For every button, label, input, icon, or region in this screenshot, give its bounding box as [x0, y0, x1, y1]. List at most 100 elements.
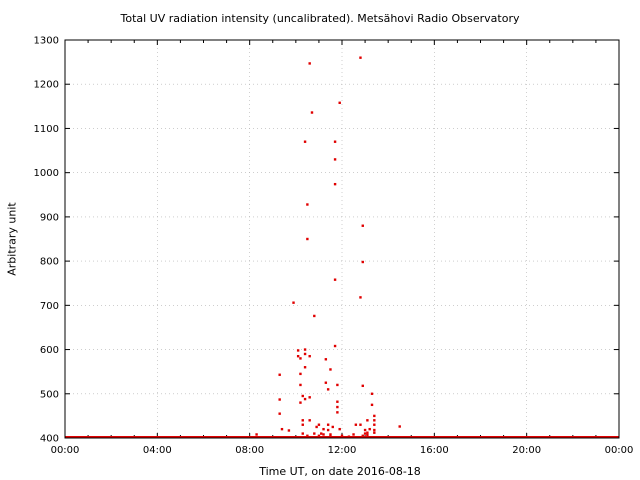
x-tick-label: 16:00 — [420, 445, 449, 456]
data-point — [398, 425, 401, 428]
data-point — [326, 428, 330, 432]
data-point — [292, 301, 295, 304]
data-point — [280, 427, 284, 431]
data-point — [373, 423, 376, 426]
data-point — [333, 344, 337, 348]
data-point — [329, 435, 332, 438]
data-point — [301, 419, 304, 422]
data-point — [331, 425, 334, 429]
data-point — [373, 419, 376, 422]
y-tick-label: 1000 — [34, 168, 59, 179]
x-tick-label: 20:00 — [512, 445, 541, 456]
data-point — [255, 433, 258, 436]
data-point — [373, 431, 376, 434]
plot-frame — [64, 39, 620, 439]
y-tick-label: 800 — [40, 257, 59, 268]
data-point — [315, 425, 318, 429]
data-point — [306, 237, 309, 241]
data-point — [373, 414, 376, 418]
data-point — [301, 423, 304, 426]
data-point — [361, 260, 364, 264]
data-point — [313, 432, 316, 435]
y-tick-label: 500 — [40, 389, 59, 400]
x-axis-label: Time UT, on date 2016-08-18 — [259, 465, 421, 478]
data-point — [296, 349, 300, 352]
data-point — [322, 433, 325, 436]
x-tick-label: 04:00 — [143, 445, 172, 456]
data-point — [308, 62, 311, 65]
data-point — [326, 388, 330, 391]
data-point — [301, 432, 304, 435]
data-point — [333, 140, 337, 143]
y-tick-label: 1300 — [34, 36, 59, 47]
x-tick-label: 00:00 — [51, 445, 80, 456]
data-point — [359, 56, 362, 59]
data-point — [303, 397, 307, 401]
data-point — [306, 203, 309, 206]
y-tick-label: 1100 — [34, 124, 59, 135]
data-point — [303, 366, 307, 369]
data-point — [310, 111, 314, 114]
y-tick-label: 400 — [40, 434, 59, 445]
data-point — [359, 296, 362, 299]
data-point — [361, 434, 364, 437]
chart-title: Total UV radiation intensity (uncalibrat… — [120, 12, 520, 25]
data-point — [308, 419, 311, 422]
data-point — [324, 358, 328, 361]
data-point — [320, 432, 323, 435]
data-point — [370, 403, 374, 407]
data-point — [333, 158, 337, 161]
data-point — [336, 400, 339, 403]
data-point — [333, 278, 337, 281]
data-point — [352, 433, 355, 436]
data-point — [278, 412, 281, 415]
data-point — [299, 357, 302, 360]
data-point — [336, 405, 339, 409]
data-point — [361, 384, 364, 388]
data-point — [340, 434, 344, 437]
data-point — [373, 428, 376, 432]
data-point — [333, 182, 337, 186]
data-point — [322, 427, 325, 431]
x-tick-label: 08:00 — [235, 445, 264, 456]
data-point — [303, 352, 307, 356]
data-point — [301, 394, 304, 398]
data-point — [347, 435, 351, 438]
data-point — [317, 423, 321, 426]
data-point — [278, 398, 281, 401]
data-point — [336, 411, 339, 414]
data-point — [278, 373, 281, 376]
data-point — [306, 434, 309, 437]
x-tick-label: 00:00 — [605, 445, 634, 456]
data-point — [299, 383, 302, 387]
data-point — [313, 314, 316, 318]
data-point — [338, 101, 341, 104]
data-point — [303, 348, 307, 351]
data-point — [308, 396, 311, 399]
data-point — [303, 140, 307, 143]
x-tick-label: 12:00 — [328, 445, 357, 456]
data-point — [299, 401, 302, 404]
data-point — [366, 431, 369, 434]
data-point — [361, 224, 364, 227]
data-point — [363, 428, 367, 432]
data-point — [287, 429, 291, 432]
data-point — [308, 354, 311, 358]
data-point — [354, 423, 358, 426]
data-point — [370, 392, 374, 395]
data-point — [317, 434, 321, 437]
y-tick-label: 600 — [40, 345, 59, 356]
data-point — [329, 368, 332, 371]
y-tick-label: 1200 — [34, 80, 59, 91]
y-tick-label: 900 — [40, 212, 59, 223]
data-point — [324, 381, 328, 384]
data-point — [368, 427, 371, 431]
data-point — [366, 433, 369, 437]
data-point — [363, 432, 367, 435]
data-point — [359, 423, 362, 426]
data-point — [299, 372, 302, 376]
data-point — [329, 433, 332, 436]
data-point — [296, 354, 300, 358]
data-point — [366, 419, 369, 422]
